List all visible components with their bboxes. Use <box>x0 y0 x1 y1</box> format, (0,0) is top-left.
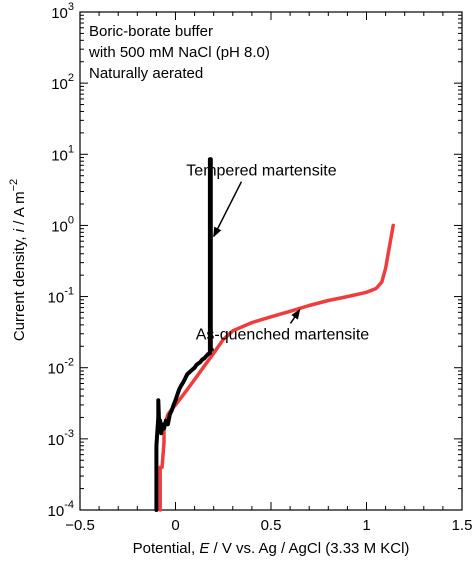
conditions-line-2: with 500 mM NaCl (pH 8.0) <box>88 44 270 61</box>
y-tick-label: 10-2 <box>48 357 74 378</box>
y-tick-label: 10-1 <box>48 286 74 307</box>
y-tick-label: 100 <box>51 214 74 235</box>
series-line-tempered-martensite <box>154 157 214 512</box>
y-axis-label: Current density, i / A m−2 <box>8 179 28 341</box>
plot-area <box>79 11 463 511</box>
x-tick-label: 0.5 <box>261 517 282 534</box>
y-tick-label: 10-3 <box>48 428 74 449</box>
annotation-arrow-as-quenched-martensite <box>289 309 301 324</box>
x-tick-label: 1.5 <box>452 517 473 534</box>
y-tick-label: 101 <box>51 143 74 164</box>
y-tick-label: 10-4 <box>48 499 74 520</box>
x-tick-label: 1 <box>362 517 370 534</box>
conditions-line-1: Boric-borate buffer <box>89 23 213 40</box>
y-tick-label: 102 <box>51 72 74 93</box>
annotation-arrow-tempered-martensite <box>213 181 243 238</box>
annotation-tempered-martensite: Tempered martensite <box>186 163 336 180</box>
y-tick-label: 103 <box>51 1 74 22</box>
tick-labels: −0.5 0 0.5 1 1.5 10-4 10-3 10-2 10-1 100 101 102 103 <box>48 1 473 534</box>
x-tick-label: 0 <box>171 517 179 534</box>
x-axis-label: Potential, E / V vs. Ag / AgCl (3.33 M K… <box>133 540 410 557</box>
x-tick-label: −0.5 <box>65 517 95 534</box>
annotation-as-quenched-martensite: As-quenched martensite <box>196 326 370 343</box>
annotation-layer: Tempered martensite As-quenched martensit… <box>186 163 369 344</box>
series-layer <box>154 157 395 512</box>
conditions-line-3: Naturally aerated <box>89 65 203 82</box>
conditions-text: Boric-borate buffer with 500 mM NaCl (pH… <box>88 23 270 82</box>
axis-ticks <box>79 11 463 511</box>
